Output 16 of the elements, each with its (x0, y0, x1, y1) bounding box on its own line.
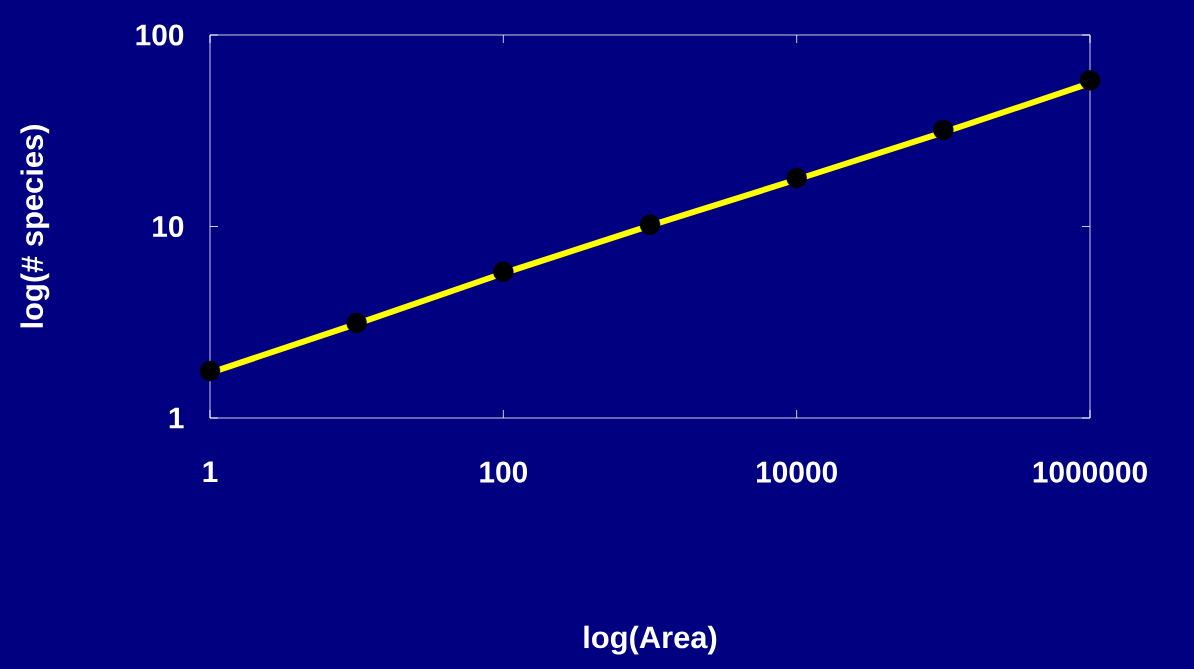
y-tick-label: 100 (136, 24, 184, 46)
point (493, 261, 514, 282)
point (199, 360, 221, 382)
x-tick-label: 1000000 (1033, 461, 1147, 483)
point (786, 167, 807, 189)
point (346, 312, 367, 334)
x-tick-label: 10000 (756, 461, 837, 483)
y-tick-label: 1 (169, 407, 184, 429)
y-tick-label: 10 (153, 215, 184, 238)
x-tick-label: 1 (203, 461, 218, 483)
point (1079, 70, 1101, 91)
x-axis-title: log(Area) (584, 625, 717, 655)
point (639, 214, 661, 236)
point (933, 119, 954, 141)
y-axis-title: log(# species) (20, 125, 50, 328)
x-tick-label: 100 (480, 461, 528, 483)
